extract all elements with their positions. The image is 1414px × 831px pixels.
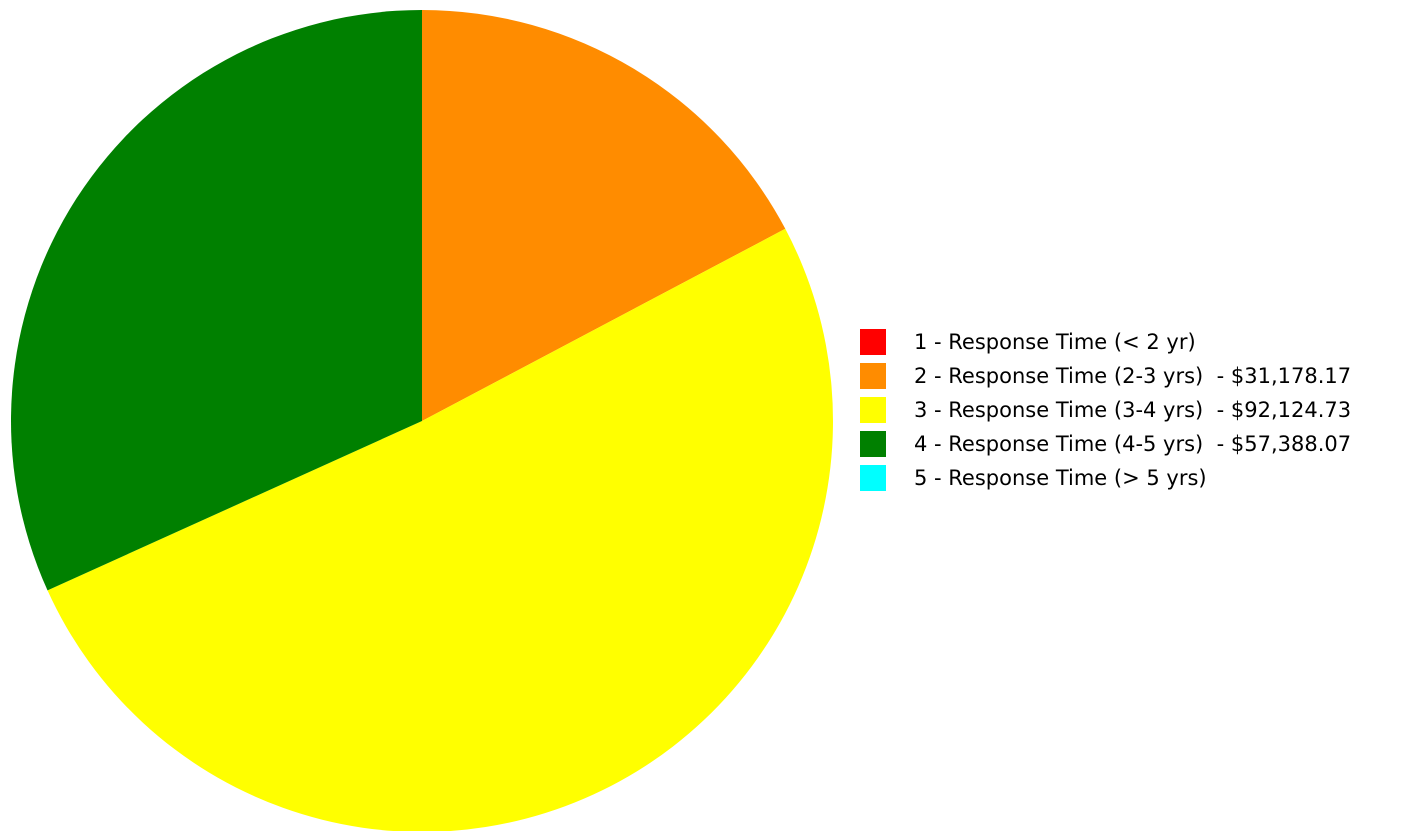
legend-item: 4 - Response Time (4-5 yrs) - $57,388.07 xyxy=(860,427,1351,461)
legend-swatch xyxy=(860,431,886,457)
legend-item: 5 - Response Time (> 5 yrs) xyxy=(860,461,1351,495)
legend-swatch xyxy=(860,465,886,491)
legend-swatch xyxy=(860,329,886,355)
legend-label: 2 - Response Time (2-3 yrs) - $31,178.17 xyxy=(914,363,1352,388)
legend-label: 5 - Response Time (> 5 yrs) xyxy=(914,465,1207,490)
pie-slice xyxy=(10,10,423,591)
legend-item: 2 - Response Time (2-3 yrs) - $31,178.17 xyxy=(860,359,1351,393)
legend-label: 1 - Response Time (< 2 yr) xyxy=(914,329,1196,354)
pie-slice xyxy=(422,10,786,421)
legend-item: 3 - Response Time (3-4 yrs) - $92,124.73 xyxy=(860,393,1351,427)
legend: 1 - Response Time (< 2 yr) 2 - Response … xyxy=(860,325,1351,495)
legend-label: 3 - Response Time (3-4 yrs) - $92,124.73 xyxy=(914,397,1352,422)
legend-swatch xyxy=(860,363,886,389)
legend-label: 4 - Response Time (4-5 yrs) - $57,388.07 xyxy=(914,431,1352,456)
legend-item: 1 - Response Time (< 2 yr) xyxy=(860,325,1351,359)
legend-swatch xyxy=(860,397,886,423)
pie-slice xyxy=(47,228,833,831)
